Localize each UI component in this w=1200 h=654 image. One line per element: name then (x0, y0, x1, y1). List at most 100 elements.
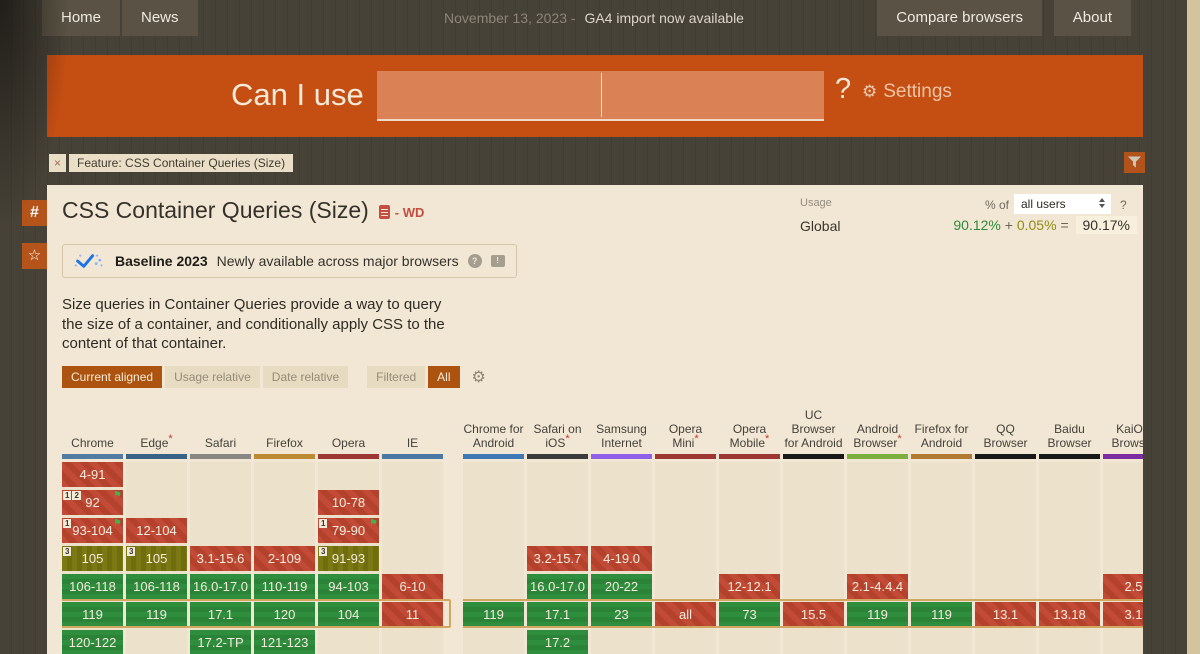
support-cell[interactable]: 91-93 3 (318, 546, 379, 571)
support-cell[interactable]: 17.2 (527, 630, 588, 654)
table-settings-gear-icon[interactable]: ⚙ (471, 369, 486, 386)
support-cell[interactable]: 2.5 (1103, 574, 1143, 599)
support-cell[interactable]: 119 (126, 602, 187, 627)
feature-tag-close-button[interactable]: × (49, 154, 66, 172)
support-cell[interactable]: 13.1 (975, 602, 1036, 627)
support-cell[interactable]: 120-122 (62, 630, 123, 654)
support-cell[interactable]: 4-91 (62, 462, 123, 487)
support-cell[interactable]: 3.2-15.7 (527, 546, 588, 571)
support-cell[interactable]: 15.5 (783, 602, 844, 627)
browser-column-header: Safari (190, 392, 251, 454)
flag-icon[interactable]: ⚑ (113, 518, 122, 529)
support-cell[interactable]: 6-10 (382, 574, 443, 599)
browser-name: Safari on iOS* (533, 422, 582, 450)
empty-cell (655, 462, 716, 487)
support-cell[interactable]: 105 3 (126, 546, 187, 571)
flag-icon[interactable]: ⚑ (113, 490, 122, 501)
note-badge[interactable]: 1 (63, 491, 72, 500)
support-cell[interactable]: 16.0-17.0 (527, 574, 588, 599)
version-range: 23 (614, 607, 629, 622)
support-cell[interactable]: 93-104 1 ⚑ (62, 518, 123, 543)
browser-column: Chrome 4-91 92 1 2 ⚑ 93-104 1 ⚑ 105 3 106-118 119 120… (62, 392, 123, 654)
nav-announcement[interactable]: November 13, 2023 - GA4 import now avail… (0, 0, 1188, 36)
filter-all-button[interactable]: All (428, 366, 460, 388)
support-cell[interactable]: 11 (382, 602, 443, 627)
support-cell[interactable]: 17.2-TP (190, 630, 251, 654)
support-cell[interactable]: 17.1 (527, 602, 588, 627)
support-cell[interactable]: 16.0-17.0 (190, 574, 251, 599)
empty-cell (1039, 574, 1100, 599)
filtered-button[interactable]: Filtered (367, 366, 426, 388)
browser-cells: 10-78 79-90 1 ⚑ 91-93 3 94-103 104 (318, 462, 379, 654)
support-cell[interactable]: 119 (62, 602, 123, 627)
view-mode-current-aligned[interactable]: Current aligned (62, 366, 163, 388)
support-cell[interactable]: 2-109 (254, 546, 315, 571)
support-cell[interactable]: 10-78 (318, 490, 379, 515)
support-cell[interactable]: 3.1-15.6 (190, 546, 251, 571)
support-cell[interactable]: 106-118 (126, 574, 187, 599)
note-badge[interactable]: 3 (127, 547, 136, 556)
settings-button[interactable]: ⚙ Settings (862, 81, 952, 103)
support-cell[interactable]: 119 (911, 602, 972, 627)
support-cell[interactable]: 120 (254, 602, 315, 627)
support-cell[interactable]: 119 (463, 602, 524, 627)
permalink-button[interactable]: # (22, 200, 47, 226)
browser-column: IE 6-10 11 (382, 392, 443, 654)
support-cell[interactable]: 3.1 (1103, 602, 1143, 627)
support-cell[interactable]: 94-103 (318, 574, 379, 599)
support-cell[interactable]: 106-118 (62, 574, 123, 599)
empty-cell (1103, 462, 1143, 487)
note-badge[interactable]: 3 (63, 547, 72, 556)
empty-cell (783, 546, 844, 571)
feature-tag-label[interactable]: Feature: CSS Container Queries (Size) (69, 154, 294, 172)
support-cell[interactable]: 110-119 (254, 574, 315, 599)
desktop-columns: Chrome 4-91 92 1 2 ⚑ 93-104 1 ⚑ 105 3 106-118 119 120… (62, 392, 448, 654)
browser-color-bar (655, 454, 716, 459)
support-cell[interactable]: 23 (591, 602, 652, 627)
support-cell[interactable]: 104 (318, 602, 379, 627)
note-badge[interactable]: 3 (319, 547, 328, 556)
support-cell[interactable]: 92 1 2 ⚑ (62, 490, 123, 515)
search-input[interactable] (377, 71, 824, 121)
note-badge[interactable]: 1 (63, 519, 72, 528)
nav-news[interactable]: News (122, 0, 198, 36)
support-cell[interactable]: 79-90 1 ⚑ (318, 518, 379, 543)
view-mode-usage-relative[interactable]: Usage relative (165, 366, 260, 388)
support-cell[interactable]: 119 (847, 602, 908, 627)
view-mode-date-relative[interactable]: Date relative (262, 366, 349, 388)
spec-document-icon[interactable] (378, 204, 390, 219)
usage-help-link[interactable]: ? (1120, 198, 1127, 212)
support-cell[interactable]: 12-104 (126, 518, 187, 543)
browser-column-header: QQ Browser (975, 392, 1036, 454)
support-cell[interactable]: 4-19.0 (591, 546, 652, 571)
filter-button[interactable] (1124, 152, 1145, 173)
note-badge[interactable]: 2 (72, 491, 81, 500)
browser-column-header: Firefox for Android (911, 392, 972, 454)
note-badge[interactable]: 1 (319, 519, 328, 528)
support-cell[interactable]: 121-123 (254, 630, 315, 654)
support-cell[interactable]: 73 (719, 602, 780, 627)
site-logo[interactable]: Can I use (231, 77, 364, 112)
nav-compare-browsers[interactable]: Compare browsers (877, 0, 1042, 36)
browser-cells: all (655, 462, 716, 654)
empty-cell (463, 518, 524, 543)
version-range: 17.1 (544, 607, 571, 622)
flag-icon[interactable]: ⚑ (369, 518, 378, 529)
spec-status[interactable]: - WD (394, 204, 425, 220)
support-cell[interactable]: 2.1-4.4.4 (847, 574, 908, 599)
browser-cells: 119 (911, 462, 972, 654)
favorite-button[interactable]: ☆ (22, 243, 47, 269)
baseline-help-icon[interactable]: ? (467, 254, 482, 268)
support-cell[interactable]: 12-12.1 (719, 574, 780, 599)
browser-column: Opera Mobile* 12-12.1 73 (719, 392, 780, 654)
nav-about[interactable]: About (1053, 0, 1131, 36)
support-cell[interactable]: 13.18 (1039, 602, 1100, 627)
browser-cells: 6-10 11 (382, 462, 443, 654)
empty-cell (911, 462, 972, 487)
support-cell[interactable]: 20-22 (591, 574, 652, 599)
support-cell[interactable]: 105 3 (62, 546, 123, 571)
support-cell[interactable]: all (655, 602, 716, 627)
usage-source-select[interactable]: all users (1014, 194, 1111, 214)
support-cell[interactable]: 17.1 (190, 602, 251, 627)
baseline-feedback-icon[interactable]: ! (490, 255, 505, 267)
